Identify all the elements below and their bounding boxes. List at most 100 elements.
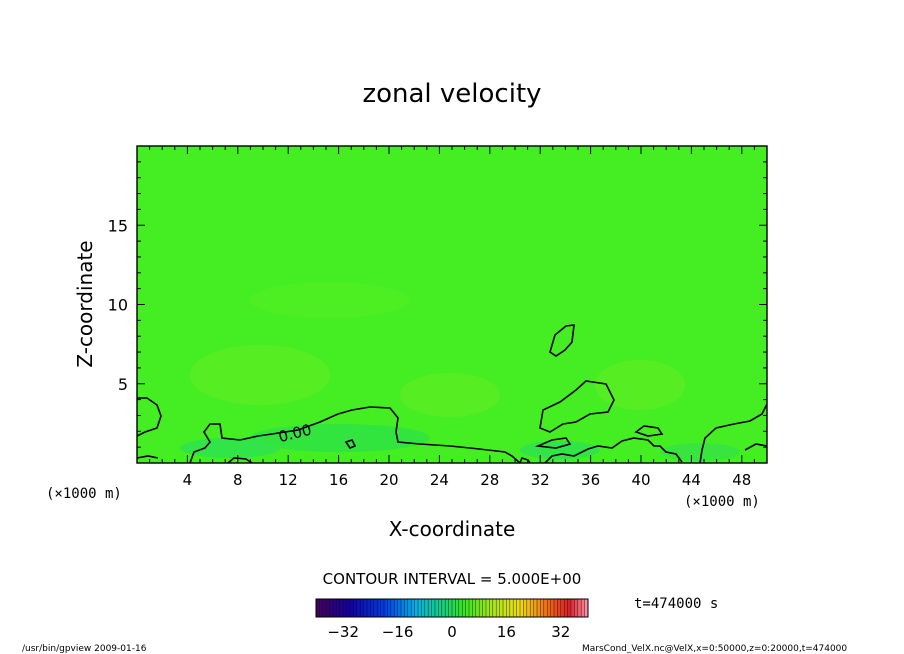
- colorbar-cell: [557, 599, 562, 617]
- colorbar-cell: [489, 599, 494, 617]
- contour-line: [634, 425, 664, 437]
- colorbar-cell: [397, 599, 402, 617]
- colorbar-cell: [567, 599, 572, 617]
- colorbar-cell: [424, 599, 429, 617]
- colorbar-cell: [411, 599, 415, 617]
- colorbar-cell: [520, 599, 524, 617]
- contour-line: [189, 406, 521, 464]
- colorbar-cell: [356, 599, 361, 617]
- zero-contours: [136, 324, 768, 464]
- colorbar-cell: [418, 599, 422, 617]
- colorbar-cell: [543, 599, 548, 617]
- contour-line: [539, 380, 615, 433]
- colorbar-cell: [486, 599, 490, 617]
- colorbar-cell: [380, 599, 385, 617]
- time-label: t=474000 s: [634, 596, 718, 612]
- colorbar-cell: [414, 599, 419, 617]
- colorbar-tick-label: 0: [447, 623, 457, 641]
- colorbar-cell: [482, 599, 487, 617]
- y-axis-ticks: 5 10 15: [108, 161, 767, 448]
- colorbar-cell: [421, 599, 426, 617]
- colorbar-cell: [506, 599, 511, 617]
- contour-line: [136, 455, 159, 459]
- colorbar-tick-label: −32: [327, 623, 359, 641]
- colorbar-cell: [360, 599, 364, 617]
- colorbar-cell: [550, 599, 555, 617]
- colorbar-cell: [329, 599, 334, 617]
- colorbar-cell: [373, 599, 378, 617]
- y-tick-label: 5: [118, 375, 128, 394]
- colorbar-cell: [387, 599, 392, 617]
- colorbar-cell: [377, 599, 381, 617]
- colorbar-cell: [336, 599, 341, 617]
- colorbar-cell: [581, 599, 585, 617]
- colorbar-cell: [316, 599, 320, 617]
- y-tick-label: 15: [108, 216, 128, 235]
- colorbar-cell: [322, 599, 327, 617]
- y-tick-label: 10: [108, 296, 128, 315]
- y-axis-title: Z-coordinate: [73, 240, 97, 367]
- colorbar-cell: [492, 599, 497, 617]
- x-tick-label: 24: [430, 471, 449, 489]
- footer-right: MarsCond_VelX.nc@VelX,x=0:50000,z=0:2000…: [582, 644, 847, 654]
- colorbar-cell: [547, 599, 551, 617]
- colorbar-cell: [339, 599, 344, 617]
- colorbar-cell: [407, 599, 412, 617]
- colorbar-cell: [343, 599, 347, 617]
- contour-line: [534, 437, 572, 449]
- colorbar-frame: [315, 598, 589, 618]
- colorbar-cell: [370, 599, 375, 617]
- footer-left: /usr/bin/gpview 2009-01-16: [22, 644, 147, 654]
- colorbar-cell: [574, 599, 579, 617]
- colorbar-cell: [350, 599, 354, 617]
- x-tick-label: 40: [631, 471, 650, 489]
- colorbar-cell: [428, 599, 432, 617]
- colorbar-cell: [530, 599, 534, 617]
- colorbar-cell: [452, 599, 456, 617]
- colorbar-cell: [571, 599, 575, 617]
- colorbar-cell: [333, 599, 337, 617]
- colorbar-cell: [390, 599, 395, 617]
- colorbar-tick-label: −16: [382, 623, 414, 641]
- colorbar-cell: [564, 599, 568, 617]
- colorbar-cell: [319, 599, 324, 617]
- colorbar-cell: [526, 599, 531, 617]
- colorbar-cell: [554, 599, 558, 617]
- colorbar-cell: [469, 599, 473, 617]
- colorbar-cell: [479, 599, 483, 617]
- colorbar-cell: [404, 599, 409, 617]
- colorbar-cell: [326, 599, 330, 617]
- colorbar-cell: [496, 599, 500, 617]
- colorbar-cell: [537, 599, 541, 617]
- colorbar-cell: [384, 599, 388, 617]
- contour-line: [519, 457, 531, 464]
- colorbar-cell: [577, 599, 582, 617]
- colorbar-cell: [367, 599, 371, 617]
- colorbar-ticks: −32 −16 0 16 32: [327, 623, 570, 641]
- contour-interval-text: CONTOUR INTERVAL = 5.000E+00: [323, 570, 582, 588]
- colorbar-cell: [455, 599, 460, 617]
- colorbar-cell: [458, 599, 463, 617]
- colorbar-cell: [438, 599, 443, 617]
- colorbar-cell: [475, 599, 480, 617]
- colorbar-cell: [445, 599, 449, 617]
- x-tick-label: 12: [279, 471, 298, 489]
- contour-line: [344, 439, 357, 449]
- colorbar-cell: [560, 599, 565, 617]
- x-tick-label: 44: [682, 471, 701, 489]
- colorbar-cell: [499, 599, 504, 617]
- colorbar-cell: [509, 599, 514, 617]
- colorbar-cell: [516, 599, 521, 617]
- colorbar-cell: [441, 599, 446, 617]
- colorbar-cell: [346, 599, 351, 617]
- x-axis-unit-left: (×1000 m): [46, 486, 122, 502]
- x-axis-unit-right: (×1000 m): [684, 494, 760, 510]
- colorbar-cell: [523, 599, 528, 617]
- colorbar-cell: [513, 599, 517, 617]
- contour-line: [549, 324, 575, 357]
- contour-line: [699, 403, 768, 464]
- colorbar-cell: [431, 599, 436, 617]
- x-tick-label: 20: [379, 471, 398, 489]
- x-tick-label: 36: [581, 471, 600, 489]
